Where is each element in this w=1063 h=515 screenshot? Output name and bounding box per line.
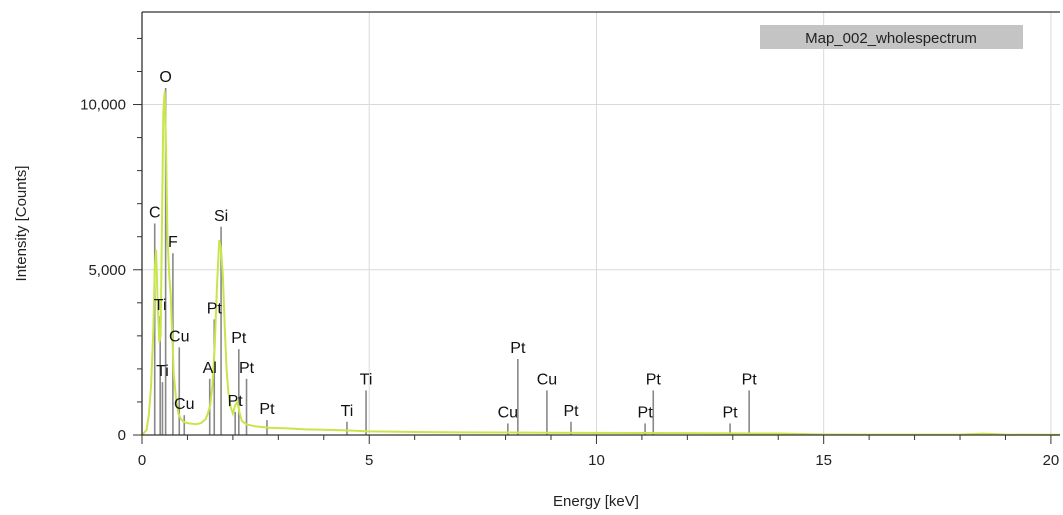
peak-label-cu: Cu <box>537 371 557 388</box>
peak-label-pt: Pt <box>723 404 739 421</box>
spectrum-series-line <box>141 91 1060 436</box>
peak-label-cu: Cu <box>169 328 189 345</box>
peak-label-ti: Ti <box>360 371 373 388</box>
x-tick-label: 20 <box>1043 452 1060 469</box>
peak-label-pt: Pt <box>207 300 223 317</box>
legend: Map_002_wholespectrum <box>760 25 1023 49</box>
axes <box>141 11 1060 436</box>
peak-label-pt: Pt <box>510 340 526 357</box>
x-tick-label: 0 <box>138 452 146 469</box>
peak-label-pt: Pt <box>742 371 758 388</box>
y-tick-label: 5,000 <box>88 262 126 279</box>
x-tick-label: 10 <box>588 452 605 469</box>
x-tick-label: 15 <box>815 452 832 469</box>
legend-box <box>760 25 1023 49</box>
legend-label: Map_002_wholespectrum <box>805 30 977 47</box>
peak-label-pt: Pt <box>239 360 255 377</box>
peak-label-pt: Pt <box>231 330 247 347</box>
peak-label-cu: Cu <box>174 396 194 413</box>
ticks: 0 5 10 15 20 0 5,000 10,000 <box>80 37 1060 469</box>
y-tick-label: 0 <box>118 427 126 444</box>
peak-label-cu: Cu <box>498 404 518 421</box>
peak-label-ti: Ti <box>341 403 354 420</box>
peak-label-pt: Pt <box>228 393 244 410</box>
peak-label-pt: Pt <box>563 403 579 420</box>
peak-label-f: F <box>168 234 178 251</box>
y-axis-title: Intensity [Counts] <box>13 166 30 282</box>
x-axis-title: Energy [keV] <box>553 493 639 510</box>
y-tick-label: 10,000 <box>80 97 126 114</box>
peak-label-ti: Ti <box>154 297 167 314</box>
peak-label-pt: Pt <box>646 371 662 388</box>
peak-label-al: Al <box>203 360 217 377</box>
peak-label-pt: Pt <box>638 404 654 421</box>
grid <box>142 12 1060 435</box>
peak-label-c: C <box>149 205 161 222</box>
peak-label-pt: Pt <box>259 401 275 418</box>
x-tick-label: 5 <box>365 452 373 469</box>
peak-label-o: O <box>159 69 171 86</box>
peak-label-ti: Ti <box>156 363 169 380</box>
peak-label-si: Si <box>214 208 228 225</box>
